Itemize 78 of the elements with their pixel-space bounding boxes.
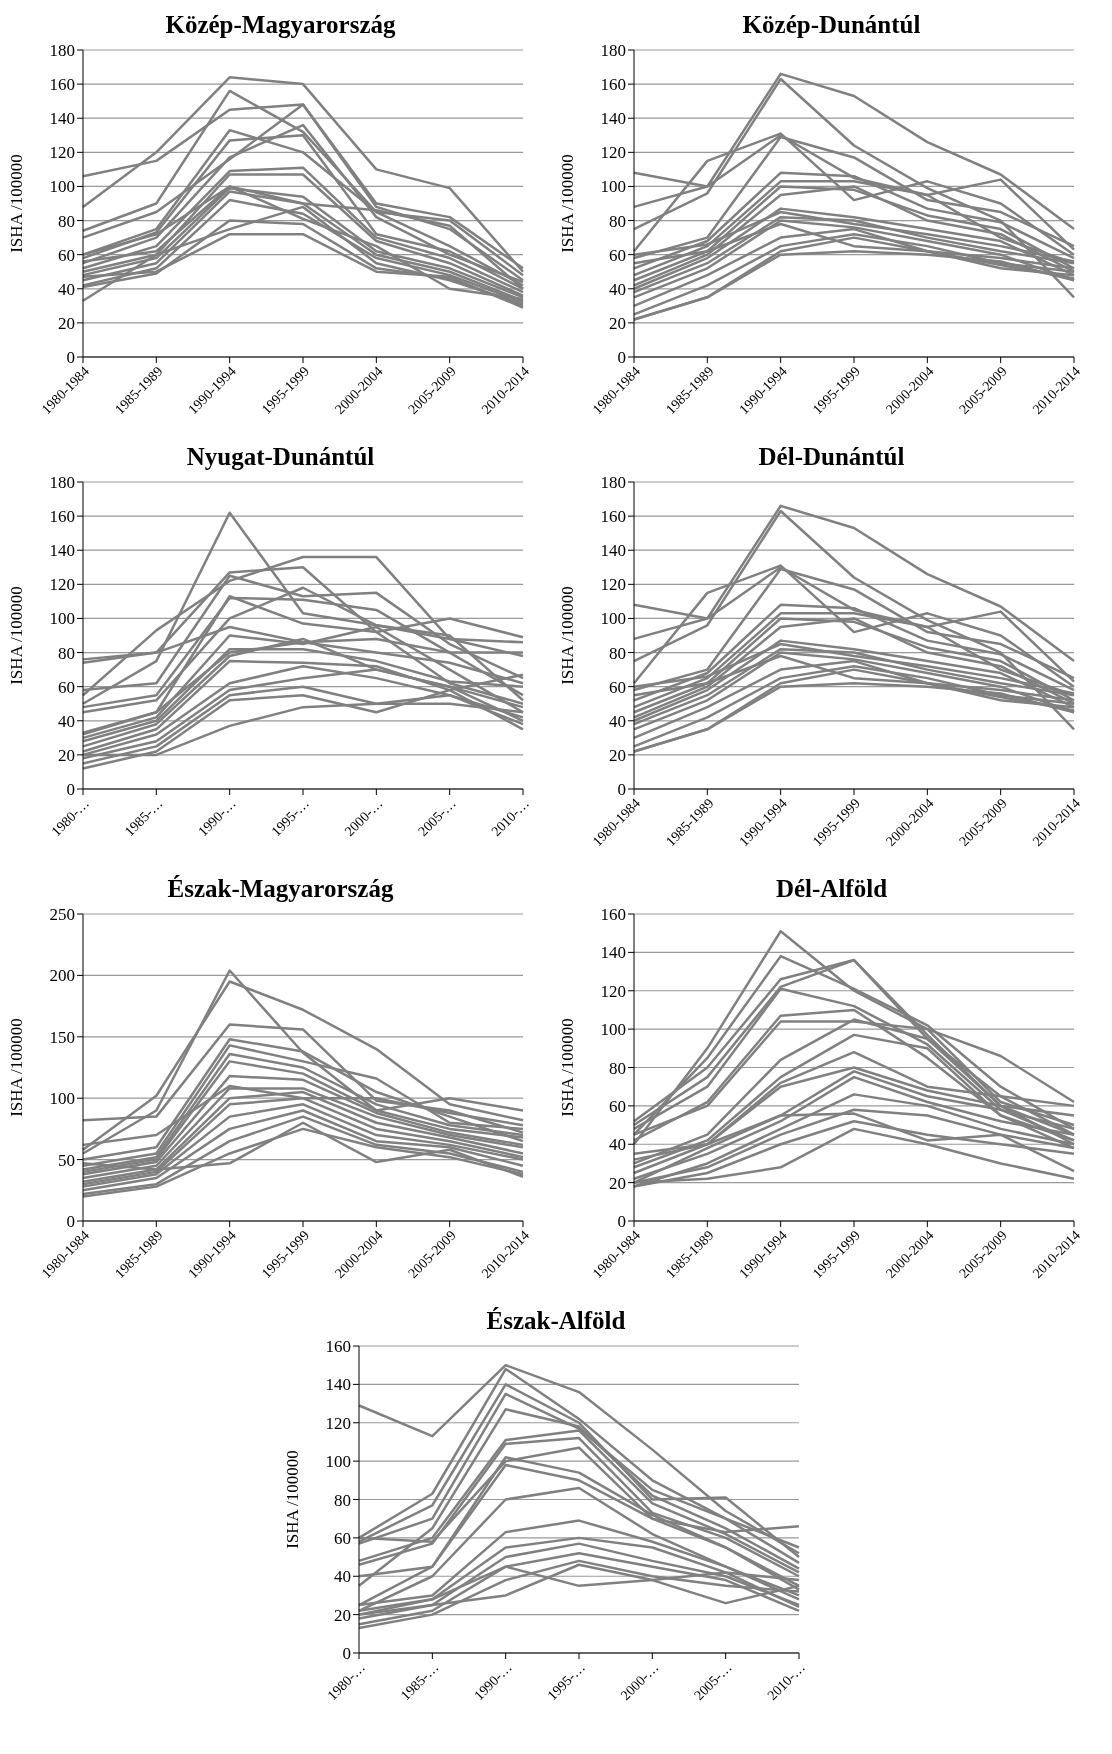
y-tick-label: 140: [325, 1375, 351, 1395]
y-tick-label: 120: [49, 143, 75, 163]
y-tick-label: 140: [600, 943, 626, 963]
y-tick-label: 120: [325, 1413, 351, 1433]
y-tick-label: 60: [58, 677, 75, 697]
y-tick-label: 80: [609, 211, 626, 231]
y-tick-label: 160: [325, 1337, 351, 1357]
y-tick-label: 180: [49, 41, 75, 61]
y-tick-label: 100: [49, 609, 75, 629]
y-tick-label: 100: [49, 1089, 75, 1109]
y-tick-label: 200: [49, 966, 75, 986]
y-tick-label: 100: [49, 177, 75, 197]
y-tick-label: 60: [58, 245, 75, 265]
y-tick-label: 80: [609, 1058, 626, 1078]
y-tick-label: 80: [58, 211, 75, 231]
y-tick-label: 60: [609, 245, 626, 265]
y-tick-label: 160: [600, 507, 626, 527]
y-tick-label: 180: [49, 473, 75, 493]
y-tick-label: 60: [333, 1528, 351, 1548]
y-tick-label: 180: [600, 41, 626, 61]
y-tick-label: 40: [58, 279, 75, 299]
y-tick-label: 20: [609, 313, 626, 333]
y-tick-label: 0: [66, 1212, 75, 1232]
chart-title: Észak-Alföld: [485, 1306, 627, 1336]
y-tick-label: 0: [617, 1212, 626, 1232]
chart-title: Nyugat-Dunántúl: [185, 442, 376, 472]
chart-title: Közép-Dunántúl: [741, 10, 922, 40]
y-tick-label: 100: [325, 1452, 351, 1472]
y-axis-title: ISHA /100000: [558, 586, 578, 685]
y-axis-title: ISHA /100000: [558, 154, 578, 253]
y-axis-title: ISHA /100000: [7, 154, 27, 253]
y-tick-label: 140: [49, 541, 75, 561]
chart-title: Dél-Alföld: [774, 874, 889, 904]
y-tick-label: 40: [609, 711, 626, 731]
y-tick-label: 80: [58, 643, 75, 663]
y-tick-label: 120: [600, 575, 626, 595]
y-tick-label: 20: [609, 745, 626, 765]
y-tick-label: 160: [600, 905, 626, 925]
y-tick-label: 50: [58, 1150, 75, 1170]
y-tick-label: 40: [333, 1567, 351, 1587]
y-tick-label: 180: [600, 473, 626, 493]
y-tick-label: 0: [342, 1644, 351, 1664]
y-axis-title: ISHA /100000: [282, 1450, 302, 1549]
chart-title: Közép-Magyarország: [164, 10, 397, 40]
y-tick-label: 20: [333, 1605, 351, 1625]
y-tick-label: 100: [600, 177, 626, 197]
y-tick-label: 0: [617, 348, 626, 368]
y-tick-label: 160: [49, 75, 75, 95]
y-tick-label: 250: [49, 905, 75, 925]
chart-title: Észak-Magyarország: [166, 874, 395, 904]
y-tick-label: 80: [333, 1490, 351, 1510]
y-tick-label: 20: [609, 1173, 626, 1193]
y-tick-label: 120: [49, 575, 75, 595]
y-tick-label: 0: [66, 780, 75, 800]
y-tick-label: 20: [58, 745, 75, 765]
y-tick-label: 40: [58, 711, 75, 731]
y-tick-label: 120: [600, 981, 626, 1001]
y-tick-label: 140: [600, 541, 626, 561]
chart-title: Dél-Dunántúl: [757, 442, 906, 472]
y-tick-label: 120: [600, 143, 626, 163]
y-axis-title: ISHA /100000: [7, 1018, 27, 1117]
y-tick-label: 60: [609, 677, 626, 697]
y-tick-label: 60: [609, 1096, 626, 1116]
y-axis-title: ISHA /100000: [7, 586, 27, 685]
y-tick-label: 140: [600, 109, 626, 129]
y-tick-label: 20: [58, 313, 75, 333]
y-tick-label: 0: [617, 780, 626, 800]
y-tick-label: 160: [600, 75, 626, 95]
y-tick-label: 100: [600, 609, 626, 629]
y-tick-label: 140: [49, 109, 75, 129]
y-axis-title: ISHA /100000: [558, 1018, 578, 1117]
y-tick-label: 40: [609, 279, 626, 299]
y-tick-label: 80: [609, 643, 626, 663]
y-tick-label: 160: [49, 507, 75, 527]
y-tick-label: 40: [609, 1135, 626, 1155]
y-tick-label: 0: [66, 348, 75, 368]
y-tick-label: 100: [600, 1020, 626, 1040]
y-tick-label: 150: [49, 1027, 75, 1047]
